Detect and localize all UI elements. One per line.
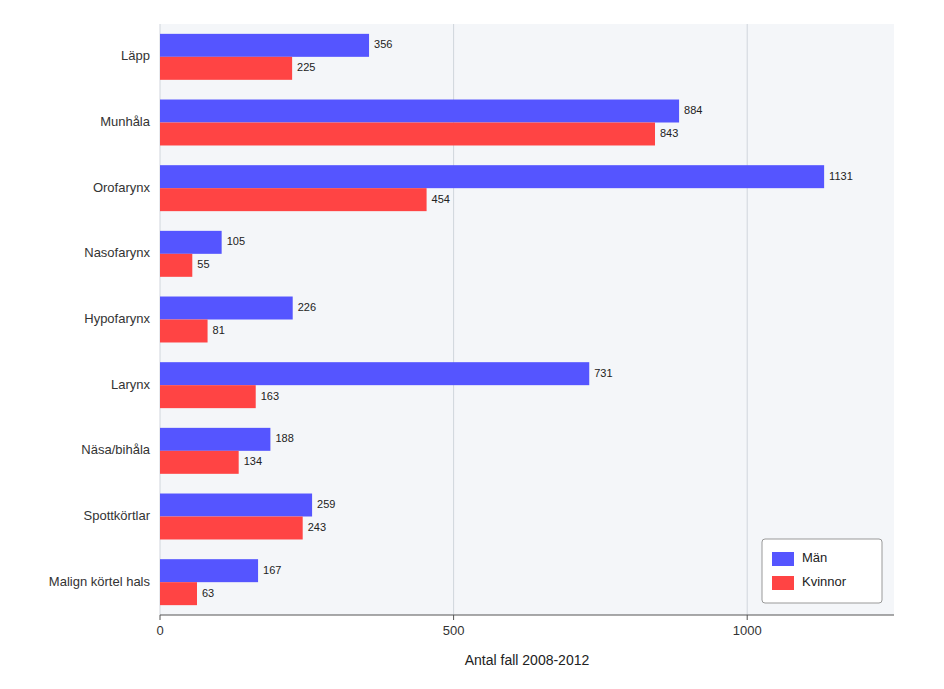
legend-swatch <box>772 552 794 566</box>
background <box>0 0 944 689</box>
category-label: Malign körtel hals <box>49 574 151 589</box>
data-label: 356 <box>374 38 392 50</box>
bar <box>160 582 197 605</box>
data-label: 243 <box>308 521 326 533</box>
bar <box>160 494 312 517</box>
x-axis-line <box>160 615 894 616</box>
legend-label: Män <box>802 550 827 565</box>
tick-mark <box>453 615 454 620</box>
data-label: 63 <box>202 587 214 599</box>
data-label: 259 <box>317 498 335 510</box>
data-label: 167 <box>263 564 281 576</box>
data-label: 134 <box>244 455 262 467</box>
bar <box>160 57 292 80</box>
bar <box>160 297 293 320</box>
data-label: 225 <box>297 61 315 73</box>
category-label: Hypofarynx <box>84 311 150 326</box>
bar <box>160 451 239 474</box>
tick-label: 0 <box>156 623 163 638</box>
tick-label: 500 <box>443 623 465 638</box>
category-label: Larynx <box>111 377 151 392</box>
bar <box>160 362 589 385</box>
legend-label: Kvinnor <box>802 574 847 589</box>
x-axis: 0 500 1000 <box>156 615 894 638</box>
bars <box>160 34 824 605</box>
category-label: Spottkörtlar <box>84 508 151 523</box>
bar <box>160 320 208 343</box>
data-label: 454 <box>432 193 450 205</box>
data-label: 884 <box>684 104 702 116</box>
bar <box>160 517 303 540</box>
legend: Män Kvinnor <box>762 539 882 603</box>
category-label: Näsa/bihåla <box>81 442 150 457</box>
bar <box>160 231 222 254</box>
bar <box>160 428 270 451</box>
data-label: 731 <box>594 367 612 379</box>
bar <box>160 123 655 146</box>
bar <box>160 34 369 57</box>
data-label: 1131 <box>829 170 853 182</box>
data-label: 55 <box>197 258 209 270</box>
bar <box>160 385 256 408</box>
category-label: Läpp <box>121 48 150 63</box>
data-label: 105 <box>227 235 245 247</box>
chart-svg: 0 500 1000 Antal fall 2008-2012 356 225 884 843… <box>0 0 944 689</box>
bar <box>160 100 679 123</box>
data-label: 81 <box>213 324 225 336</box>
category-label: Orofarynx <box>93 180 151 195</box>
data-label: 163 <box>261 390 279 402</box>
bar <box>160 165 824 188</box>
x-axis-title: Antal fall 2008-2012 <box>465 652 590 668</box>
category-label: Munhåla <box>100 114 151 129</box>
data-label: 226 <box>298 301 316 313</box>
grid <box>160 24 747 615</box>
tick-mark <box>747 615 748 620</box>
bar <box>160 559 258 582</box>
bar <box>160 254 192 277</box>
legend-swatch <box>772 576 794 590</box>
data-labels: 356 225 884 843 1131 454 105 55 226 81 731 163 188 13… <box>197 38 852 598</box>
data-label: 188 <box>275 432 293 444</box>
bar <box>160 188 427 211</box>
y-axis: Läpp Munhåla Orofarynx Nasofarynx Hypofarynx… <box>49 48 151 588</box>
tick-label: 1000 <box>733 623 762 638</box>
grid-line <box>747 24 748 615</box>
chart-container: 0 500 1000 Antal fall 2008-2012 356 225 884 843… <box>0 0 944 689</box>
plot-area <box>160 24 894 615</box>
legend-box <box>762 539 882 603</box>
data-label: 843 <box>660 127 678 139</box>
category-label: Nasofarynx <box>84 245 150 260</box>
tick-mark <box>160 615 161 620</box>
